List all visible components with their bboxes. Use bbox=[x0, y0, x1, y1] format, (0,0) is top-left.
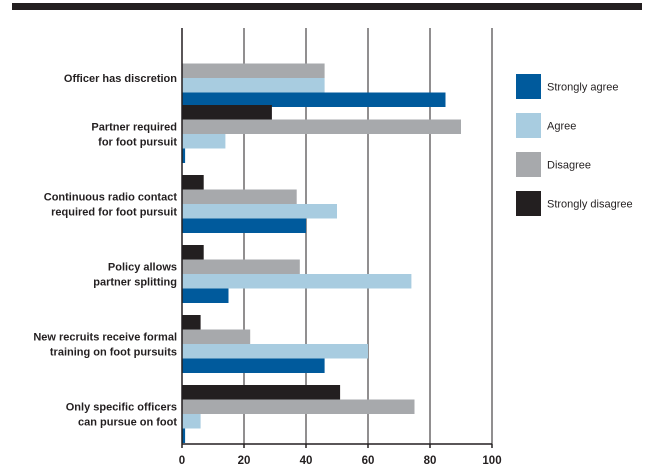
bar bbox=[182, 175, 204, 190]
legend-label: Strongly agree bbox=[547, 82, 619, 94]
legend-swatch bbox=[516, 191, 541, 216]
bar bbox=[182, 204, 337, 219]
bar bbox=[182, 344, 368, 359]
category-label: Only specific officers can pursue on foot bbox=[66, 402, 178, 429]
bar bbox=[182, 358, 325, 373]
category-label: Officer has discretion bbox=[64, 73, 177, 85]
x-tick-label: 40 bbox=[300, 455, 313, 467]
bar bbox=[182, 134, 226, 149]
bar bbox=[182, 119, 461, 134]
legend-label: Agree bbox=[547, 121, 576, 133]
bar bbox=[182, 274, 412, 289]
category-label: Continuous radio contact required for foo… bbox=[44, 192, 178, 219]
bar bbox=[182, 329, 251, 344]
bar bbox=[182, 399, 415, 414]
bar bbox=[182, 315, 201, 330]
legend: Strongly agree Agree Disagree Strongly disa… bbox=[516, 74, 633, 216]
bar bbox=[182, 259, 300, 274]
bar bbox=[182, 92, 446, 107]
category-label: Policy allows partner splitting bbox=[93, 262, 177, 289]
legend-label: Strongly disagree bbox=[547, 199, 633, 211]
top-rule bbox=[12, 3, 642, 10]
category-label: New recruits receive formal training on f… bbox=[33, 332, 177, 359]
x-axis: 0 20 40 60 80 100 bbox=[179, 28, 502, 467]
x-tick-label: 60 bbox=[362, 455, 375, 467]
bar bbox=[182, 245, 204, 260]
legend-swatch bbox=[516, 152, 541, 177]
bar bbox=[182, 428, 186, 443]
bar bbox=[182, 148, 186, 163]
bar bbox=[182, 218, 306, 233]
x-tick-label: 0 bbox=[179, 455, 185, 467]
legend-label: Disagree bbox=[547, 160, 591, 172]
bar bbox=[182, 78, 325, 93]
legend-swatch bbox=[516, 113, 541, 138]
bar bbox=[182, 288, 229, 303]
bar bbox=[182, 105, 272, 120]
bar bbox=[182, 414, 201, 429]
x-tick-label: 20 bbox=[238, 455, 251, 467]
bar bbox=[182, 189, 297, 204]
x-tick-label: 100 bbox=[482, 455, 501, 467]
bar bbox=[182, 63, 325, 78]
category-label: Partner required for foot pursuit bbox=[91, 122, 177, 149]
x-tick-label: 80 bbox=[424, 455, 437, 467]
legend-swatch bbox=[516, 74, 541, 99]
bars bbox=[182, 63, 461, 443]
bar bbox=[182, 385, 341, 400]
category-labels: Officer has discretion Partner required fo… bbox=[33, 73, 177, 429]
